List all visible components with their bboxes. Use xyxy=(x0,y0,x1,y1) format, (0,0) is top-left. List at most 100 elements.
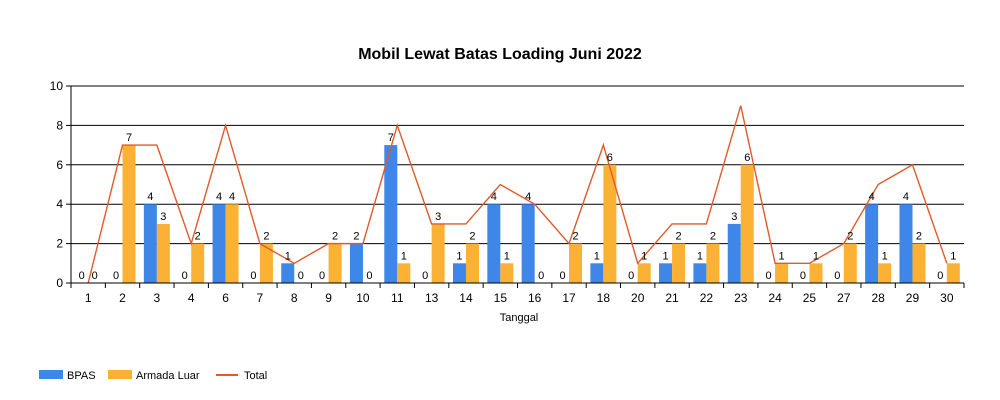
data-label: 7 xyxy=(126,132,132,144)
x-tick-label: 6 xyxy=(222,291,229,305)
y-tick-label: 0 xyxy=(56,276,63,290)
y-tick-label: 6 xyxy=(56,158,63,172)
data-label: 1 xyxy=(662,250,668,262)
x-tick-label: 16 xyxy=(528,291,542,305)
bar-1 xyxy=(465,243,479,283)
data-label: 6 xyxy=(744,152,750,164)
data-label: 4 xyxy=(147,191,153,203)
bar-0 xyxy=(659,263,673,283)
data-label: 2 xyxy=(469,231,475,243)
bar-0 xyxy=(727,223,741,283)
legend-swatch xyxy=(108,370,132,379)
data-label: 1 xyxy=(594,250,600,262)
data-label: 1 xyxy=(697,250,703,262)
data-label: 2 xyxy=(710,231,716,243)
data-label: 4 xyxy=(216,191,222,203)
data-label: 1 xyxy=(950,250,956,262)
data-label: 2 xyxy=(847,231,853,243)
bar-1 xyxy=(706,243,720,283)
bar-0 xyxy=(693,263,707,283)
x-tick-label: 17 xyxy=(562,291,576,305)
data-label: 7 xyxy=(388,132,394,144)
data-label: 0 xyxy=(937,270,943,282)
data-label: 0 xyxy=(766,270,772,282)
bar-0 xyxy=(521,204,535,283)
data-label: 1 xyxy=(779,250,785,262)
legend-label: Armada Luar xyxy=(136,370,200,382)
bar-0 xyxy=(143,204,157,283)
bar-1 xyxy=(397,263,411,283)
y-tick-label: 2 xyxy=(56,237,63,251)
data-label: 4 xyxy=(903,191,909,203)
x-tick-label: 10 xyxy=(356,291,370,305)
x-tick-label: 4 xyxy=(188,291,195,305)
x-tick-label: 2 xyxy=(119,291,126,305)
data-label: 0 xyxy=(834,270,840,282)
x-tick-label: 15 xyxy=(494,291,508,305)
bar-1 xyxy=(259,243,273,283)
data-label: 2 xyxy=(572,231,578,243)
bar-1 xyxy=(225,204,239,283)
x-tick-label: 13 xyxy=(425,291,439,305)
x-axis-title: Tanggal xyxy=(500,312,539,324)
data-label: 1 xyxy=(813,250,819,262)
data-label: 2 xyxy=(916,231,922,243)
x-tick-label: 25 xyxy=(803,291,817,305)
data-label: 1 xyxy=(285,250,291,262)
bar-0 xyxy=(590,263,604,283)
x-tick-label: 24 xyxy=(768,291,782,305)
bar-1 xyxy=(878,263,892,283)
line-layer xyxy=(87,105,948,284)
data-label: 4 xyxy=(869,191,875,203)
data-label: 0 xyxy=(182,270,188,282)
x-tick-label: 27 xyxy=(837,291,851,305)
bar-0 xyxy=(212,204,226,283)
data-label: 0 xyxy=(92,270,98,282)
y-tick-label: 8 xyxy=(56,118,63,132)
x-tick-label: 14 xyxy=(459,291,473,305)
legend-label: BPAS xyxy=(67,370,96,382)
bar-1 xyxy=(122,145,136,283)
bar-1 xyxy=(328,243,342,283)
data-label: 1 xyxy=(641,250,647,262)
bar-0 xyxy=(899,204,913,283)
bar-0 xyxy=(384,145,398,283)
x-tick-label: 7 xyxy=(257,291,264,305)
data-label: 2 xyxy=(332,231,338,243)
x-tick-label: 21 xyxy=(665,291,679,305)
bar-1 xyxy=(775,263,789,283)
data-label: 0 xyxy=(800,270,806,282)
data-label: 0 xyxy=(113,270,119,282)
series-line-total xyxy=(87,105,948,284)
data-label: 2 xyxy=(263,231,269,243)
bar-1 xyxy=(637,263,651,283)
bar-1 xyxy=(672,243,686,283)
x-tick-label: 11 xyxy=(391,291,404,305)
legend-swatch xyxy=(39,370,63,379)
data-label: 0 xyxy=(422,270,428,282)
data-label: 1 xyxy=(401,250,407,262)
y-tick-label: 4 xyxy=(56,197,63,211)
bar-1 xyxy=(569,243,583,283)
data-label: 0 xyxy=(628,270,634,282)
grid-layer xyxy=(71,85,964,245)
x-tick-label: 20 xyxy=(631,291,645,305)
bar-1 xyxy=(946,263,960,283)
data-label: 4 xyxy=(525,191,531,203)
x-tick-label: 28 xyxy=(871,291,885,305)
data-label: 3 xyxy=(435,211,441,223)
x-tick-label: 8 xyxy=(291,291,298,305)
data-label: 0 xyxy=(79,270,85,282)
data-label: 3 xyxy=(160,211,166,223)
data-label: 6 xyxy=(607,152,613,164)
bar-layer xyxy=(122,145,960,283)
x-tick-label: 30 xyxy=(940,291,954,305)
data-label: 0 xyxy=(559,270,565,282)
data-label: 2 xyxy=(195,231,201,243)
data-label: 1 xyxy=(504,250,510,262)
bar-1 xyxy=(740,164,754,283)
x-tick-label: 9 xyxy=(325,291,332,305)
